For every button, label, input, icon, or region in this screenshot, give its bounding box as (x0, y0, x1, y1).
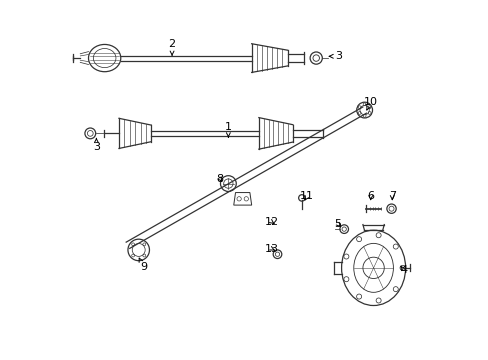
Text: 1: 1 (224, 122, 231, 138)
Text: 3: 3 (93, 139, 100, 152)
Text: 13: 13 (264, 244, 278, 254)
Text: 8: 8 (216, 174, 223, 184)
Text: 5: 5 (334, 219, 341, 229)
Text: 2: 2 (168, 40, 175, 55)
Text: 6: 6 (366, 191, 373, 201)
Text: 10: 10 (363, 97, 377, 110)
Text: 4: 4 (399, 265, 407, 275)
Text: 11: 11 (300, 191, 314, 201)
Text: 9: 9 (139, 258, 146, 272)
Text: 7: 7 (388, 191, 395, 201)
Text: 3: 3 (328, 51, 341, 61)
Text: 12: 12 (264, 217, 278, 227)
